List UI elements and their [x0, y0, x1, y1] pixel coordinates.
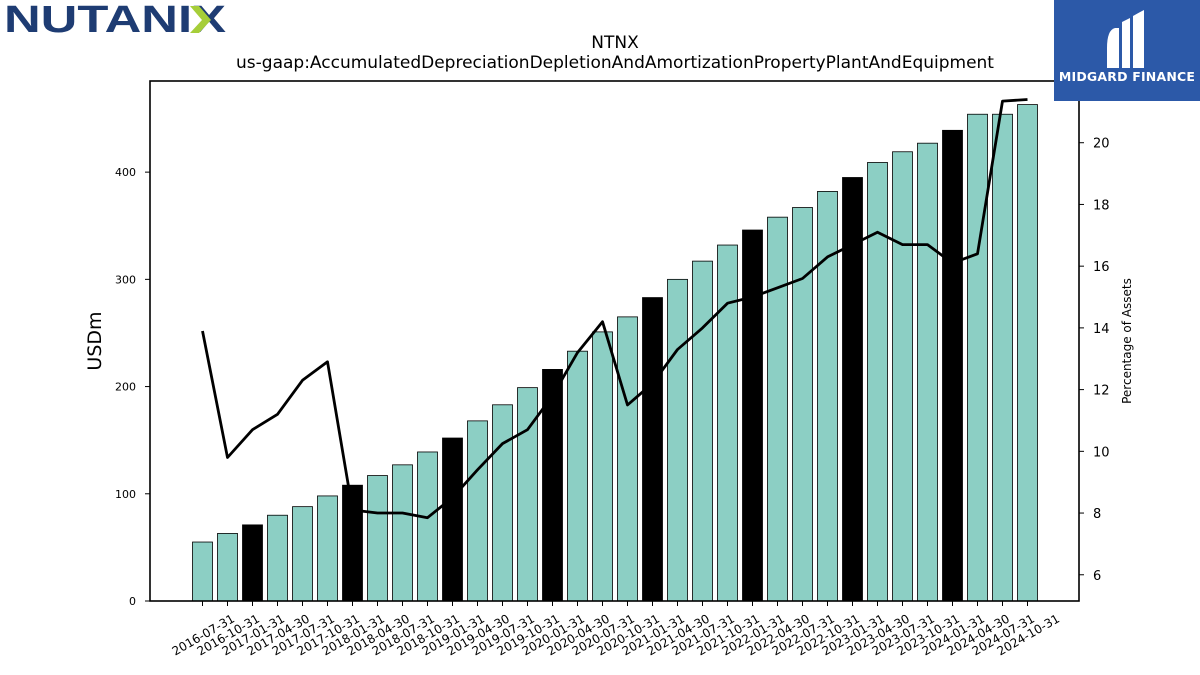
y2-tick-label: 8	[1093, 507, 1101, 522]
line-series	[201, 98, 1028, 520]
y-tick-label: 0	[129, 595, 136, 608]
bar-2021-01-31	[642, 297, 663, 602]
bar-2022-07-31	[792, 207, 813, 602]
axis-ticks: 0100200300400681012141618202016-07-31201…	[115, 137, 1110, 659]
bar-2018-04-30	[367, 475, 388, 602]
y2-axis-label: Percentage of Assets	[1120, 278, 1134, 404]
midgard-finance-logo: MIDGARD FINANCE	[1054, 0, 1200, 101]
bar-2024-07-31	[992, 113, 1013, 602]
midgard-emblem-icon	[1107, 10, 1144, 68]
y2-tick-label: 10	[1093, 445, 1110, 460]
bar-2019-04-30	[467, 420, 488, 602]
bar-2017-04-30	[267, 514, 288, 602]
bar-2023-04-30	[867, 162, 888, 602]
y-tick-label: 200	[115, 381, 136, 394]
bar-2019-01-31	[442, 437, 463, 602]
bar-2024-04-30	[967, 113, 988, 602]
bar-2018-10-31	[417, 451, 438, 602]
bar-2020-04-30	[567, 350, 588, 602]
bar-series	[192, 104, 1038, 602]
bar-2017-10-31	[317, 495, 338, 602]
y2-tick-label: 14	[1093, 322, 1110, 337]
bar-2022-04-30	[767, 216, 788, 602]
nutanix-logo: NUTANIX	[4, 0, 234, 41]
bar-2018-07-31	[392, 464, 413, 602]
bar-2021-07-31	[692, 260, 713, 602]
y2-tick-label: 20	[1093, 137, 1110, 152]
bar-2023-07-31	[892, 151, 913, 602]
nutanix-logo-text: NUTANIX	[4, 2, 227, 36]
bar-2023-10-31	[917, 142, 938, 602]
bar-2016-10-31	[217, 533, 238, 602]
bar-2024-01-31	[942, 129, 963, 602]
bar-2021-10-31	[717, 244, 738, 602]
y-axis-label: USDm	[84, 311, 106, 370]
midgard-logo-text: MIDGARD FINANCE	[1058, 69, 1196, 84]
bar-2024-10-31	[1017, 104, 1038, 602]
y-tick-label: 100	[115, 488, 136, 501]
y-tick-label: 400	[115, 166, 136, 179]
bar-2017-07-31	[292, 506, 313, 602]
bar-2020-07-31	[592, 331, 613, 602]
bar-2019-07-31	[492, 404, 513, 602]
chart-subtitle: us-gaap:AccumulatedDepreciationDepletion…	[236, 53, 994, 73]
y2-tick-label: 16	[1093, 260, 1110, 275]
plot-frame	[149, 80, 1080, 602]
bar-2016-07-31	[192, 541, 213, 602]
y2-tick-label: 6	[1093, 569, 1101, 584]
percentage-of-assets-line	[201, 98, 1028, 520]
y-tick-label: 300	[115, 273, 136, 286]
y2-tick-label: 18	[1093, 198, 1110, 213]
chart-title: NTNX	[591, 33, 639, 53]
bar-2020-10-31	[617, 316, 638, 602]
bar-2021-04-30	[667, 278, 688, 602]
bar-2017-01-31	[242, 524, 263, 602]
y2-tick-label: 12	[1093, 384, 1110, 399]
bar-2022-01-31	[742, 229, 763, 602]
